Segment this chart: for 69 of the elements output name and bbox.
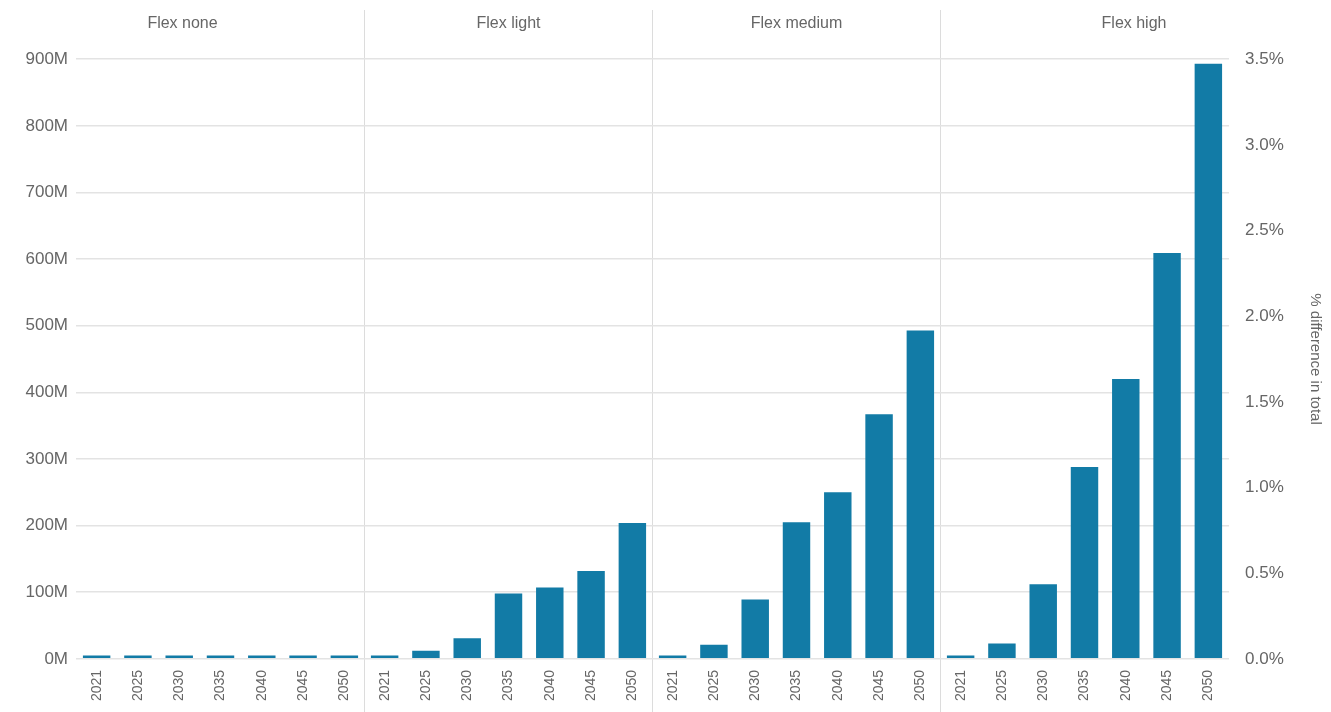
y-tick-label: 100M xyxy=(25,581,68,601)
bar xyxy=(988,643,1016,659)
bar xyxy=(700,644,728,659)
bar xyxy=(782,522,811,659)
x-tick-label: 2035 xyxy=(499,669,516,702)
bar xyxy=(824,492,852,659)
y-tick-label: 900M xyxy=(25,48,68,68)
y-tick-label: 700M xyxy=(25,182,68,202)
chart-title: Flex medium xyxy=(750,14,843,32)
x-tick-label: 2021 xyxy=(375,669,392,702)
x-tick-label: 2025 xyxy=(128,669,145,702)
bar xyxy=(1153,253,1181,659)
bar xyxy=(453,638,481,659)
x-tick-label: 2040 xyxy=(252,669,269,702)
y-tick-label: 600M xyxy=(25,248,68,268)
bar xyxy=(1194,63,1223,659)
x-tick-label: 2030 xyxy=(458,669,475,702)
x-tick-label: 2050 xyxy=(623,669,640,702)
text: 3.0% xyxy=(1245,134,1284,154)
x-tick-label: 2025 xyxy=(704,669,721,702)
chart-title: Flex light xyxy=(476,14,542,32)
x-tick-label: 2035 xyxy=(1075,669,1092,702)
x-tick-label: 2050 xyxy=(1199,669,1216,702)
x-tick-label: 2035 xyxy=(211,669,228,702)
y-tick-label: 400M xyxy=(25,382,68,402)
x-tick-label: 2030 xyxy=(1034,669,1051,702)
bar xyxy=(1112,379,1140,659)
text: 0.5% xyxy=(1245,562,1284,582)
y-tick-label: 200M xyxy=(25,515,68,535)
text: 2.5% xyxy=(1245,220,1284,240)
x-tick-label: 2030 xyxy=(746,669,763,702)
x-tick-label: 2040 xyxy=(540,669,557,702)
bar xyxy=(536,587,564,659)
bar xyxy=(618,522,647,659)
bar xyxy=(1029,584,1057,659)
bar xyxy=(577,570,605,659)
text: 3.5% xyxy=(1245,48,1284,68)
bar xyxy=(741,599,769,659)
x-tick-label: 2021 xyxy=(87,669,104,702)
x-tick-label: 2050 xyxy=(335,669,352,702)
bar xyxy=(865,414,893,659)
x-tick-label: 2030 xyxy=(170,669,187,702)
y-tick-label: 800M xyxy=(25,115,68,135)
x-tick-label: 2040 xyxy=(1116,669,1133,702)
x-tick-label: 2045 xyxy=(1157,669,1174,702)
x-tick-label: 2025 xyxy=(416,669,433,702)
bar xyxy=(494,593,523,659)
bar xyxy=(1070,466,1099,659)
chart-title: Flex high xyxy=(1101,14,1167,32)
x-tick-label: 2035 xyxy=(787,669,804,702)
x-tick-label: 2021 xyxy=(663,669,680,702)
text: 1.5% xyxy=(1245,391,1284,411)
x-tick-label: 2050 xyxy=(911,669,928,702)
x-tick-label: 2040 xyxy=(828,669,845,702)
bar xyxy=(906,330,935,659)
text: 0.0% xyxy=(1245,648,1284,668)
x-tick-label: 2045 xyxy=(581,669,598,702)
text: 2.0% xyxy=(1245,305,1284,325)
x-tick-label: 2045 xyxy=(869,669,886,702)
text: 1.0% xyxy=(1245,477,1284,497)
chart-title: Flex none xyxy=(147,14,218,32)
y-tick-label: 300M xyxy=(25,448,68,468)
x-tick-label: 2021 xyxy=(951,669,968,702)
y-tick-label: 0M xyxy=(44,648,68,668)
y2-axis-title: % difference in total xyxy=(1307,293,1325,425)
bar xyxy=(412,650,440,659)
y-tick-label: 500M xyxy=(25,315,68,335)
x-tick-label: 2025 xyxy=(992,669,1009,702)
x-tick-label: 2045 xyxy=(293,669,310,702)
